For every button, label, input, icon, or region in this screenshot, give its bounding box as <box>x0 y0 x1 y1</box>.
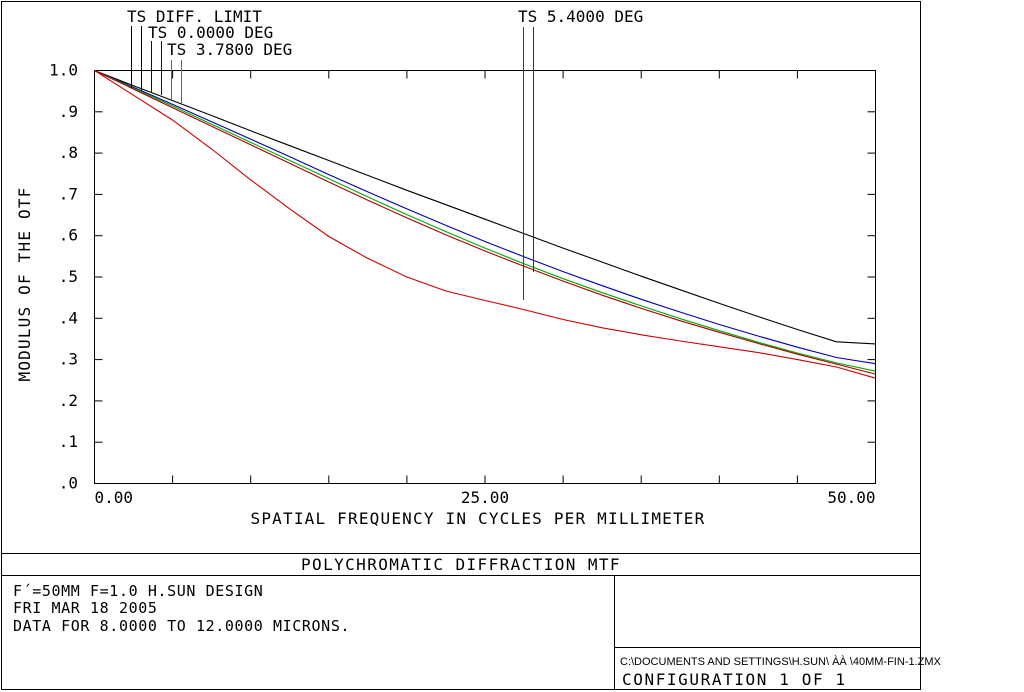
axis-ticks <box>94 70 876 484</box>
mtf-curve-4 <box>94 70 876 379</box>
legend-label-diff-limit: TS DIFF. LIMIT <box>127 7 262 26</box>
y-tick-label-3: .3 <box>59 350 78 369</box>
info-date-line: FRI MAR 18 2005 <box>13 599 157 617</box>
y-tick-label-6: .6 <box>59 226 78 245</box>
legend-label-5-4-deg: TS 5.4000 DEG <box>518 7 643 26</box>
mtf-curve-1 <box>94 69 876 365</box>
legend-label-3-78-deg: TS 3.7800 DEG <box>167 40 292 59</box>
legend-markers <box>131 26 534 300</box>
chart-title: POLYCHROMATIC DIFFRACTION MTF <box>301 555 621 574</box>
y-tick-label-4: .4 <box>59 308 78 327</box>
legend-label-0-deg: TS 0.0000 DEG <box>148 23 273 42</box>
mtf-curve-3 <box>94 70 876 375</box>
file-path: C:\DOCUMENTS AND SETTINGS\H.SUN\ ÀÀ \40M… <box>620 655 942 668</box>
y-tick-labels: .0 .1 .2 .3 .4 .5 .6 .7 .8 .9 1.0 <box>49 61 78 493</box>
mtf-curve-0 <box>94 69 876 345</box>
x-tick-label-2: 50.00 <box>827 488 875 507</box>
info-wavelength-line: DATA FOR 8.0000 TO 12.0000 MICRONS. <box>13 617 350 635</box>
y-axis-title: MODULUS OF THE OTF <box>15 187 34 382</box>
configuration-label: CONFIGURATION 1 OF 1 <box>622 670 847 689</box>
y-tick-label-10: 1.0 <box>49 61 78 80</box>
y-tick-label-7: .7 <box>59 184 78 203</box>
mtf-curves <box>94 69 876 379</box>
mtf-plot: .0 .1 .2 .3 .4 .5 .6 .7 .8 .9 1.0 0.00 25.00 50.00 <box>49 26 876 507</box>
outer-border <box>1 1 921 690</box>
y-tick-label-5: .5 <box>59 267 78 286</box>
info-design-line: F´=50MM F=1.0 H.SUN DESIGN <box>13 582 263 600</box>
plot-area-border <box>94 70 876 484</box>
x-tick-labels: 0.00 25.00 50.00 <box>95 488 876 507</box>
y-tick-label-2: .2 <box>59 391 78 410</box>
y-tick-label-0: .0 <box>59 474 78 493</box>
y-tick-label-8: .8 <box>59 143 78 162</box>
x-tick-label-1: 25.00 <box>461 488 509 507</box>
mtf-curve-2 <box>94 69 876 372</box>
y-tick-label-1: .1 <box>59 432 78 451</box>
x-axis-title: SPATIAL FREQUENCY IN CYCLES PER MILLIMET… <box>251 509 706 528</box>
y-tick-label-9: .9 <box>59 102 78 121</box>
x-tick-label-0: 0.00 <box>95 488 134 507</box>
